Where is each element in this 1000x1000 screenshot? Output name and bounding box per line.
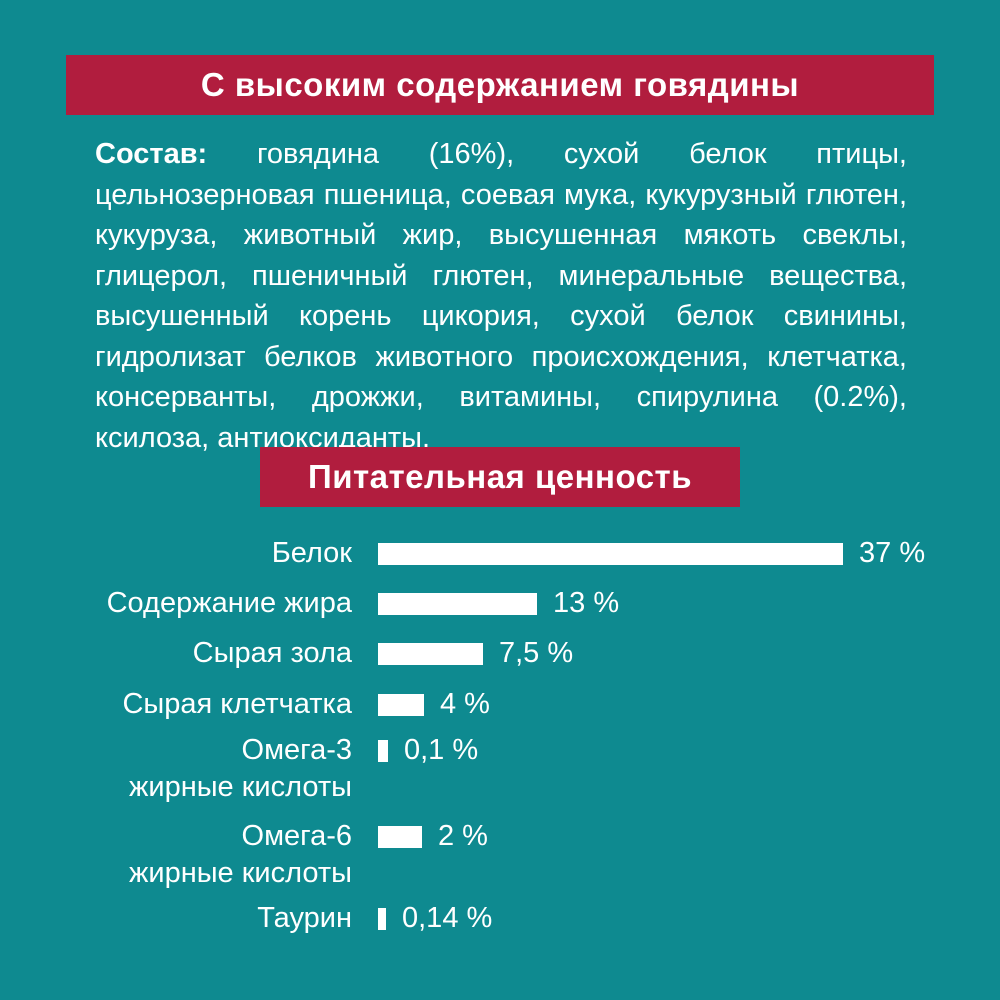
chart-row-label: Сырая клетчатка	[122, 688, 352, 720]
chart-row-label: Таурин	[257, 902, 352, 934]
chart-bar	[378, 826, 422, 848]
chart-bar-value: 0,1 %	[404, 734, 479, 766]
chart-row-label: Содержание жира	[106, 587, 352, 619]
chart-bar	[378, 543, 843, 565]
chart-bar	[378, 740, 388, 762]
chart-bar-value: 13 %	[553, 587, 620, 619]
chart-row-label: Омега-6 жирные кислоты	[128, 820, 352, 889]
chart-bar	[378, 908, 386, 930]
header-banner: С высоким содержанием говядины	[66, 55, 934, 115]
nutrition-banner-text: Питательная ценность	[307, 458, 693, 495]
chart-bar	[378, 694, 424, 716]
chart-row-label: Сырая зола	[192, 637, 352, 669]
chart-row-label: Белок	[271, 537, 352, 569]
composition-label: Состав:	[95, 138, 208, 170]
chart-bar-value: 2 %	[438, 820, 488, 852]
chart-bar-value: 0,14 %	[402, 902, 493, 934]
header-banner-text: С высоким содержанием говядины	[200, 66, 800, 103]
chart-bar-value: 37 %	[859, 537, 926, 569]
chart-bar	[378, 643, 483, 665]
composition-paragraph: Состав: говядина (16%), сухой белок птиц…	[95, 134, 907, 458]
chart-bar-value: 4 %	[440, 688, 490, 720]
composition-text: говядина (16%), сухой белок птицы, цельн…	[95, 138, 907, 454]
chart-bar	[378, 593, 537, 615]
chart-row-label: Омега-3 жирные кислоты	[128, 734, 352, 803]
chart-bar-value: 7,5 %	[499, 637, 574, 669]
nutrition-banner: Питательная ценность	[260, 447, 740, 507]
